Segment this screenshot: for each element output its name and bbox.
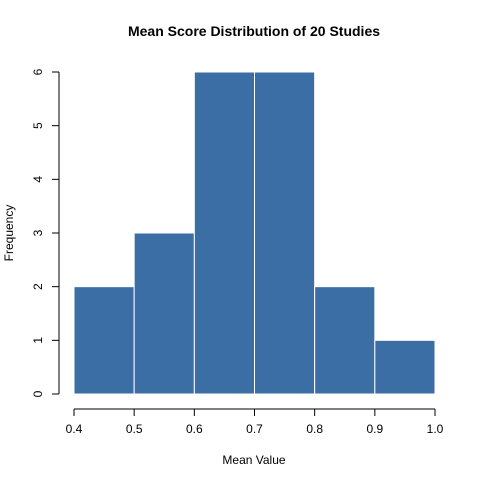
bars-group (73, 71, 436, 395)
y-tick-label: 2 (31, 283, 45, 290)
y-tick-label: 0 (31, 390, 45, 397)
y-tick-label: 5 (31, 122, 45, 129)
histogram-bar-4 (314, 286, 376, 395)
chart-title: Mean Score Distribution of 20 Studies (128, 23, 380, 39)
histogram-bar-0 (73, 286, 135, 395)
x-tick-label: 0.9 (366, 422, 383, 436)
histogram-bar-2 (193, 71, 255, 395)
histogram-bar-5 (374, 339, 436, 395)
x-axis-label: Mean Value (222, 453, 285, 467)
x-tick-label: 0.7 (246, 422, 263, 436)
x-tick-label: 0.4 (66, 422, 83, 436)
histogram-bar-3 (254, 71, 316, 395)
x-tick-label: 0.6 (186, 422, 203, 436)
y-axis-label: Frequency (2, 205, 16, 262)
y-axis: 0 1 2 3 4 5 6 (31, 68, 60, 397)
x-tick-label: 0.5 (126, 422, 143, 436)
x-tick-label: 1.0 (427, 422, 444, 436)
histogram-bar-1 (133, 232, 195, 395)
y-tick-label: 3 (31, 229, 45, 236)
x-tick-label: 0.8 (306, 422, 323, 436)
y-tick-label: 6 (31, 68, 45, 75)
y-tick-label: 4 (31, 176, 45, 183)
y-tick-label: 1 (31, 337, 45, 344)
x-axis: 0.4 0.5 0.6 0.7 0.8 0.9 1.0 (66, 408, 444, 436)
